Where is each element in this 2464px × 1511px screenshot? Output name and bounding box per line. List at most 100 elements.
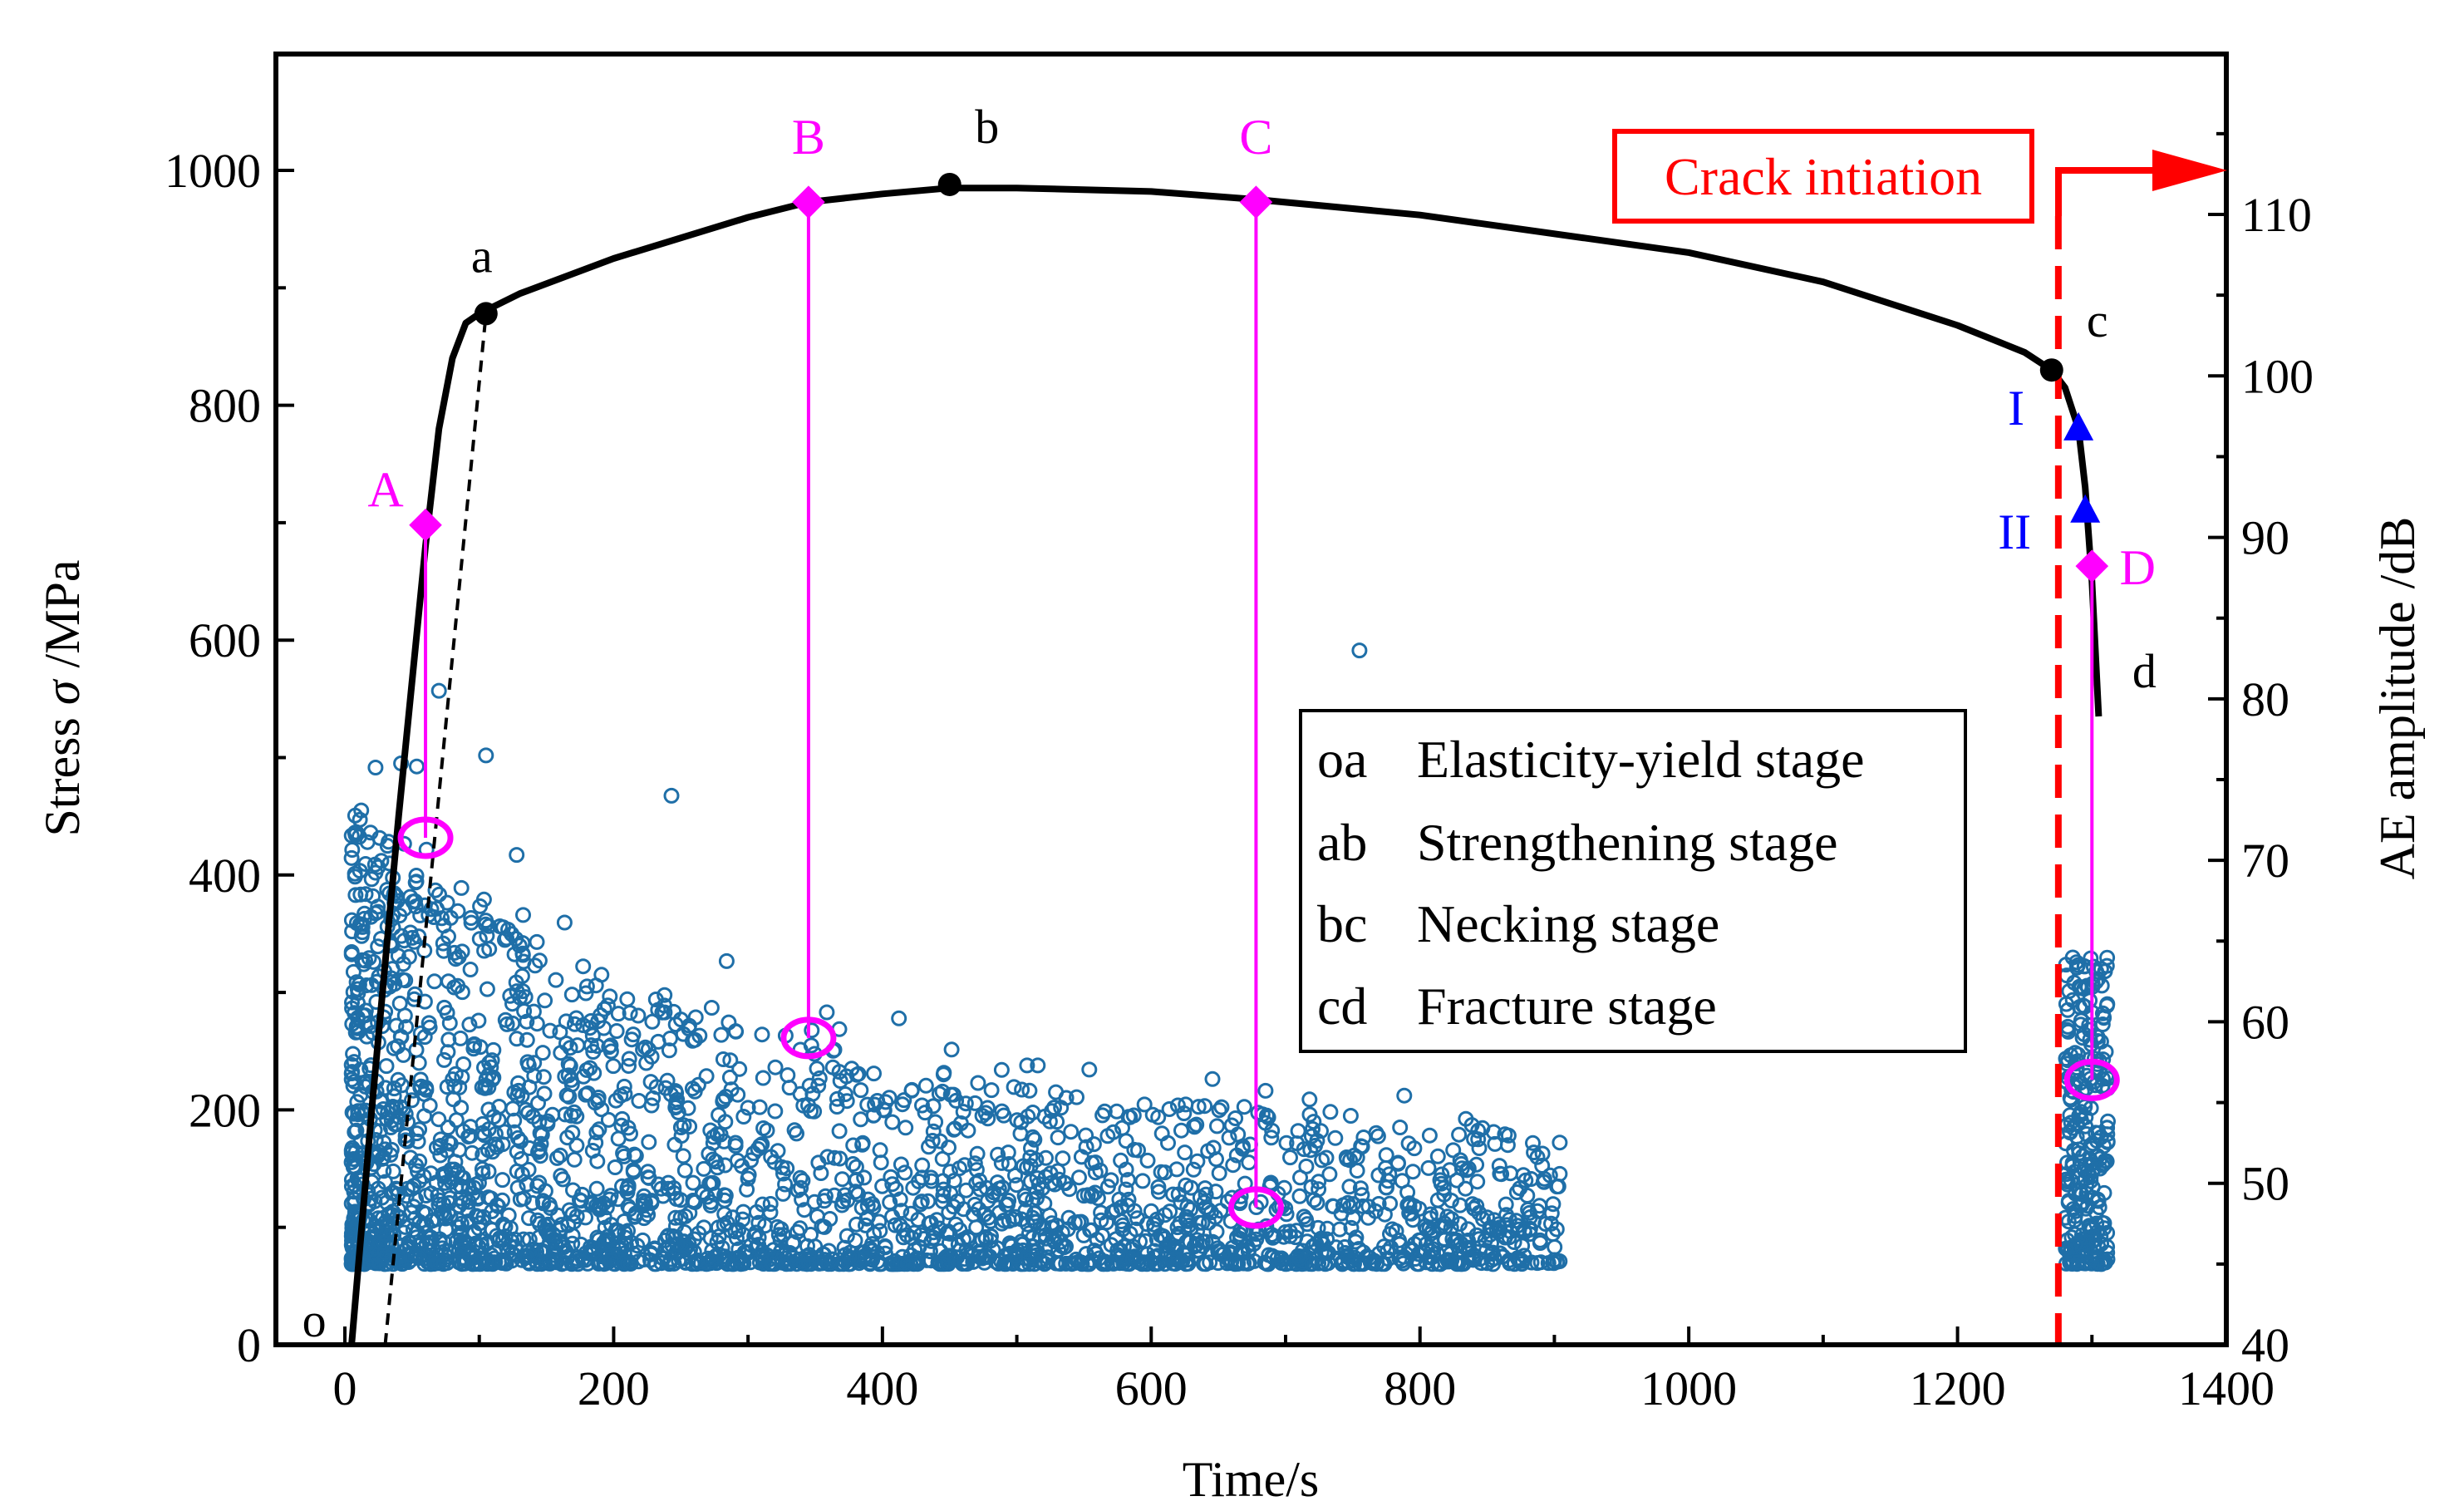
ae-hit — [952, 1160, 967, 1177]
ae-hit — [1050, 1130, 1066, 1146]
ae-hit — [775, 1185, 791, 1202]
ae-hit — [1466, 1200, 1483, 1217]
ae-hit — [395, 972, 411, 988]
marked-ae-circle — [397, 816, 454, 859]
ae-hit — [439, 894, 455, 911]
ae-hit — [483, 1059, 499, 1075]
legend-key-bc: bc — [1317, 894, 1367, 953]
ae-hit — [2064, 1158, 2081, 1174]
ae-hit — [1516, 1248, 1532, 1264]
ae-hit — [463, 914, 480, 931]
ae-hit — [1522, 1222, 1538, 1238]
ae-hit — [1122, 1225, 1139, 1242]
ae-hit — [1192, 1189, 1208, 1206]
ae-hit — [2094, 1005, 2111, 1021]
ae-hit — [699, 1189, 716, 1205]
ae-hit — [858, 1210, 875, 1227]
ae-hit — [613, 1117, 630, 1134]
ae-hit — [444, 1170, 460, 1186]
ae-hit — [1421, 1220, 1438, 1237]
ae-hit — [2092, 1150, 2108, 1167]
ae-hit — [614, 1178, 630, 1194]
ae-hit — [376, 1244, 393, 1260]
ae-hit — [839, 1192, 856, 1208]
ae-hit — [1078, 1127, 1094, 1144]
ae-hit — [1025, 1129, 1041, 1145]
ae-hit — [1452, 1197, 1468, 1213]
ae-hit — [518, 1101, 534, 1118]
ae-hit — [1537, 1216, 1554, 1232]
ae-hit — [626, 1146, 642, 1163]
ae-hit — [344, 994, 360, 1011]
ae-hit — [411, 1153, 428, 1169]
ae-hit — [579, 1085, 596, 1101]
ae-hit — [1429, 1148, 1446, 1164]
ae-hit — [588, 1180, 605, 1197]
y-right-axis-title: AE amplitude /dB — [2370, 517, 2425, 880]
ae-hit — [1075, 1227, 1092, 1243]
ae-hit — [607, 1159, 623, 1175]
marked-ae-circle — [780, 1016, 837, 1060]
ae-hit — [569, 1037, 586, 1054]
ae-hit — [343, 912, 360, 928]
ae-hit — [1015, 1158, 1031, 1174]
ae-hit — [480, 1142, 496, 1159]
ae-hit — [347, 1005, 363, 1021]
ae-hit — [1308, 1236, 1325, 1252]
ae-hit — [1424, 1241, 1441, 1258]
ae-hit — [662, 1086, 679, 1103]
ae-hit — [396, 1007, 413, 1024]
ae-hit — [732, 1250, 749, 1266]
ae-hit — [514, 967, 530, 984]
ae-hit — [853, 1111, 869, 1128]
ae-hit — [751, 1099, 768, 1115]
ae-hit — [2092, 1160, 2108, 1177]
ae-hit — [1197, 1098, 1213, 1115]
x-tick-label: 1400 — [2178, 1361, 2275, 1415]
ae-hit — [1109, 1247, 1126, 1263]
ae-hit — [1000, 1144, 1016, 1161]
ae-hit — [506, 1112, 523, 1129]
ae-hit — [1314, 1254, 1330, 1271]
ae-hit — [1292, 1169, 1308, 1186]
ae-hit — [2093, 1033, 2109, 1050]
ae-hit — [471, 931, 488, 947]
ae-hit — [446, 944, 463, 961]
ae-hit — [872, 1223, 888, 1239]
marked-label: C — [1239, 110, 1272, 165]
ae-hit — [1230, 1126, 1247, 1143]
ae-hit — [460, 1203, 476, 1218]
ae-hit — [920, 1193, 937, 1209]
ae-hit — [1322, 1104, 1339, 1120]
ae-hit — [1547, 1239, 1563, 1255]
ae-hit — [1432, 1256, 1448, 1272]
ae-hit — [694, 1184, 711, 1200]
ae-hit — [1406, 1140, 1423, 1157]
ae-hit — [777, 1176, 794, 1193]
ae-hit — [794, 1191, 810, 1208]
ae-hit — [740, 1170, 756, 1187]
ae-hit — [1328, 1250, 1345, 1267]
ae-hit — [1174, 1253, 1191, 1269]
ae-hit — [837, 1086, 853, 1102]
ae-hit — [899, 1256, 916, 1272]
ae-hit — [1257, 1082, 1274, 1099]
ae-hit — [1031, 1228, 1048, 1244]
ae-hit — [1519, 1188, 1536, 1203]
ae-hit — [940, 1223, 957, 1240]
y-right-tick-label: 80 — [2241, 672, 2289, 726]
ae-hit — [1018, 1191, 1035, 1208]
ae-hit — [1185, 1161, 1202, 1178]
ae-hit — [1404, 1164, 1421, 1180]
legend-text-oa: Elasticity-yield stage — [1417, 730, 1865, 789]
ae-hit — [558, 1036, 574, 1051]
ae-hit — [343, 1056, 360, 1073]
ae-hit — [839, 1093, 855, 1110]
ae-hit — [856, 1169, 873, 1186]
ae-hit — [375, 1234, 391, 1251]
ae-hit — [1458, 1180, 1473, 1197]
ae-hit — [567, 1016, 583, 1032]
ae-hit — [640, 1164, 657, 1180]
ae-hit — [1355, 1130, 1372, 1145]
